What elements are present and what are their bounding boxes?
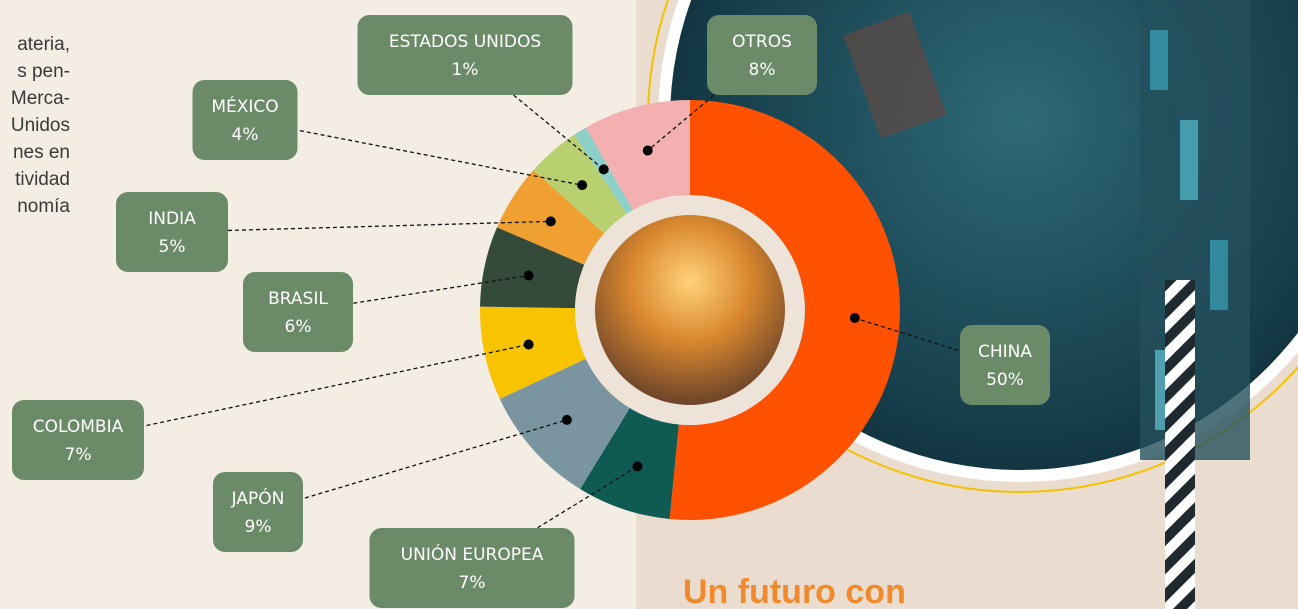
donut-segment (669, 100, 901, 521)
leader-dot (598, 164, 609, 175)
label-box (707, 15, 817, 95)
donut-segment (480, 227, 585, 309)
leader-dot (849, 313, 860, 324)
leader-dot (523, 270, 534, 281)
leader-line (244, 119, 583, 186)
value-label: 7% (65, 445, 92, 465)
intro-text: ateria, s pen- Merca- Unidos nes en tividad no… (11, 34, 71, 217)
leader-line (471, 465, 638, 569)
value-label: 1% (452, 60, 479, 80)
intro-line: Unidos (11, 115, 70, 136)
leader-dot (577, 180, 588, 191)
intro-line: ateria, (17, 34, 70, 55)
donut-chart: CHINA 50% UNIÓN EUROPEA 7% JAPÓN 9% COLOMBIA 7%… (12, 15, 1050, 608)
category-label: INDIA (148, 209, 196, 229)
category-label: UNIÓN EUROPEA (401, 543, 544, 565)
label-box (369, 528, 575, 608)
center-photo (595, 215, 785, 405)
label-box (116, 192, 228, 272)
leader-dot (523, 339, 534, 350)
leader-line (854, 317, 1006, 366)
intro-line: Merca- (11, 88, 70, 109)
category-label: COLOMBIA (33, 417, 124, 437)
value-label: 8% (749, 60, 776, 80)
donut-segment (580, 408, 679, 520)
label-box (213, 472, 303, 552)
intro-line: s pen- (17, 61, 70, 82)
value-label: 5% (159, 237, 186, 257)
leader-dot (642, 145, 653, 156)
category-label: JAPÓN (231, 487, 285, 509)
leader-line (77, 343, 529, 441)
category-label: CHINA (978, 342, 1032, 362)
value-label: 50% (986, 370, 1024, 390)
category-label: OTROS (732, 32, 792, 52)
leader-line (257, 419, 568, 513)
donut-segment (480, 306, 586, 399)
value-label: 9% (245, 517, 272, 537)
label-box (243, 272, 353, 352)
leader-dot (561, 414, 572, 425)
intro-line: nomía (17, 196, 70, 217)
donut-segment (585, 100, 690, 211)
intro-line: nes en (13, 142, 70, 163)
leader-dot (545, 216, 556, 227)
value-label: 4% (232, 125, 259, 145)
leader-dot (632, 461, 643, 472)
leader-line (171, 220, 551, 233)
heading: Un futuro con (683, 573, 906, 609)
label-box (357, 15, 573, 95)
striped-bar (1165, 280, 1195, 609)
value-label: 7% (459, 573, 486, 593)
label-box (192, 80, 298, 160)
category-label: ESTADOS UNIDOS (389, 32, 541, 52)
intro-line: tividad (15, 169, 70, 190)
label-box (12, 400, 144, 480)
category-label: MÉXICO (211, 95, 278, 117)
value-label: 6% (285, 317, 312, 337)
label-box (960, 325, 1050, 405)
category-label: BRASIL (268, 289, 328, 309)
